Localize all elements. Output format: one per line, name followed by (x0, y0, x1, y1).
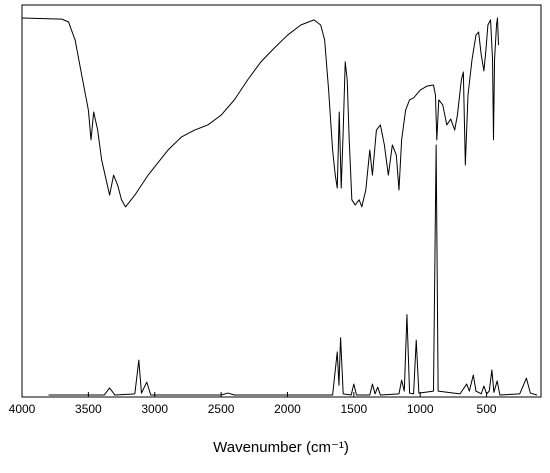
x-tick-label: 2500 (208, 402, 235, 416)
spectrum-line (48, 144, 538, 396)
x-tick-label: 4000 (9, 402, 36, 416)
spectrum-line (21, 17, 500, 208)
x-tick-label: 2000 (274, 402, 301, 416)
x-tick-label: 3500 (75, 402, 102, 416)
x-tick-label: 1000 (407, 402, 434, 416)
x-axis-label: Wavenumber (cm⁻¹) (213, 439, 349, 456)
x-tick-label: 1500 (340, 402, 367, 416)
x-tick-label: 3000 (141, 402, 168, 416)
plot-frame (21, 4, 542, 398)
x-tick-label: 500 (477, 402, 497, 416)
